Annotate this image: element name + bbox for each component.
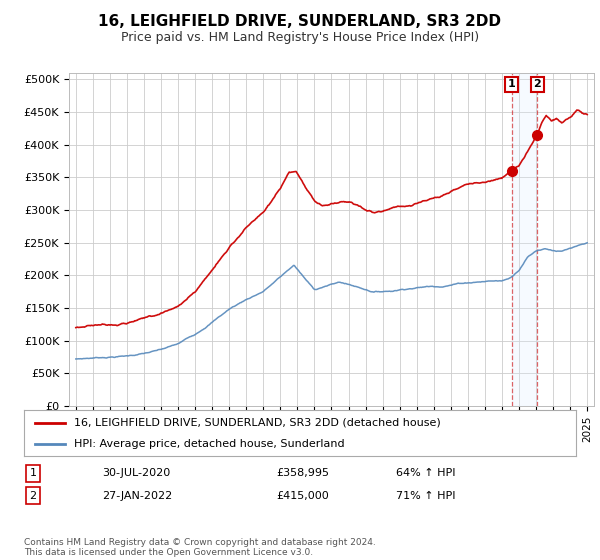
Text: Contains HM Land Registry data © Crown copyright and database right 2024.
This d: Contains HM Land Registry data © Crown c… — [24, 538, 376, 557]
Text: £358,995: £358,995 — [276, 468, 329, 478]
Text: 64% ↑ HPI: 64% ↑ HPI — [396, 468, 455, 478]
Text: Price paid vs. HM Land Registry's House Price Index (HPI): Price paid vs. HM Land Registry's House … — [121, 31, 479, 44]
Text: 27-JAN-2022: 27-JAN-2022 — [102, 491, 172, 501]
Text: 1: 1 — [508, 80, 516, 90]
Text: 2: 2 — [533, 80, 541, 90]
Text: 30-JUL-2020: 30-JUL-2020 — [102, 468, 170, 478]
Text: 71% ↑ HPI: 71% ↑ HPI — [396, 491, 455, 501]
Text: £415,000: £415,000 — [276, 491, 329, 501]
Text: HPI: Average price, detached house, Sunderland: HPI: Average price, detached house, Sund… — [74, 439, 344, 449]
Text: 1: 1 — [29, 468, 37, 478]
Text: 16, LEIGHFIELD DRIVE, SUNDERLAND, SR3 2DD: 16, LEIGHFIELD DRIVE, SUNDERLAND, SR3 2D… — [98, 14, 502, 29]
Bar — [512, 73, 538, 406]
Text: 16, LEIGHFIELD DRIVE, SUNDERLAND, SR3 2DD (detached house): 16, LEIGHFIELD DRIVE, SUNDERLAND, SR3 2D… — [74, 418, 440, 428]
Text: 2: 2 — [29, 491, 37, 501]
